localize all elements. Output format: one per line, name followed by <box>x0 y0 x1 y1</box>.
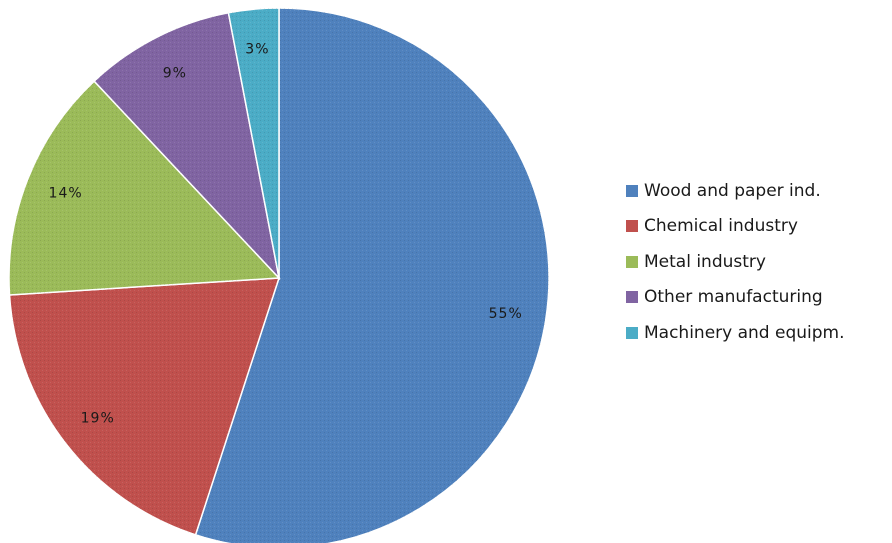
chart-legend: Wood and paper ind. Chemical industry Meta… <box>626 173 845 351</box>
legend-swatch <box>626 326 638 339</box>
pie-data-labels: 55% 19% 14% 9% 3% <box>49 42 523 427</box>
legend-swatch <box>626 291 638 304</box>
data-label-machinery-and-equipm: 3% <box>245 42 269 58</box>
pie-slices <box>8 7 550 543</box>
data-label-chemical-industry: 19% <box>81 411 115 427</box>
legend-label: Wood and paper ind. <box>644 180 821 201</box>
data-label-other-manufacturing: 9% <box>163 66 187 82</box>
legend-label: Metal industry <box>644 251 766 272</box>
legend-item-other-manufacturing: Other manufacturing <box>626 280 845 316</box>
legend-label: Machinery and equipm. <box>644 322 845 343</box>
legend-label: Other manufacturing <box>644 287 823 308</box>
legend-item-chemical-industry: Chemical industry <box>626 209 845 245</box>
data-label-metal-industry: 14% <box>49 186 83 202</box>
legend-swatch <box>626 184 638 197</box>
legend-item-metal-industry: Metal industry <box>626 244 845 280</box>
data-label-wood-and-paper-ind: 55% <box>489 306 523 322</box>
legend-label: Chemical industry <box>644 216 798 237</box>
legend-swatch <box>626 220 638 233</box>
legend-swatch <box>626 255 638 268</box>
legend-item-machinery-and-equipm: Machinery and equipm. <box>626 315 845 351</box>
legend-item-wood-and-paper-ind: Wood and paper ind. <box>626 173 845 209</box>
